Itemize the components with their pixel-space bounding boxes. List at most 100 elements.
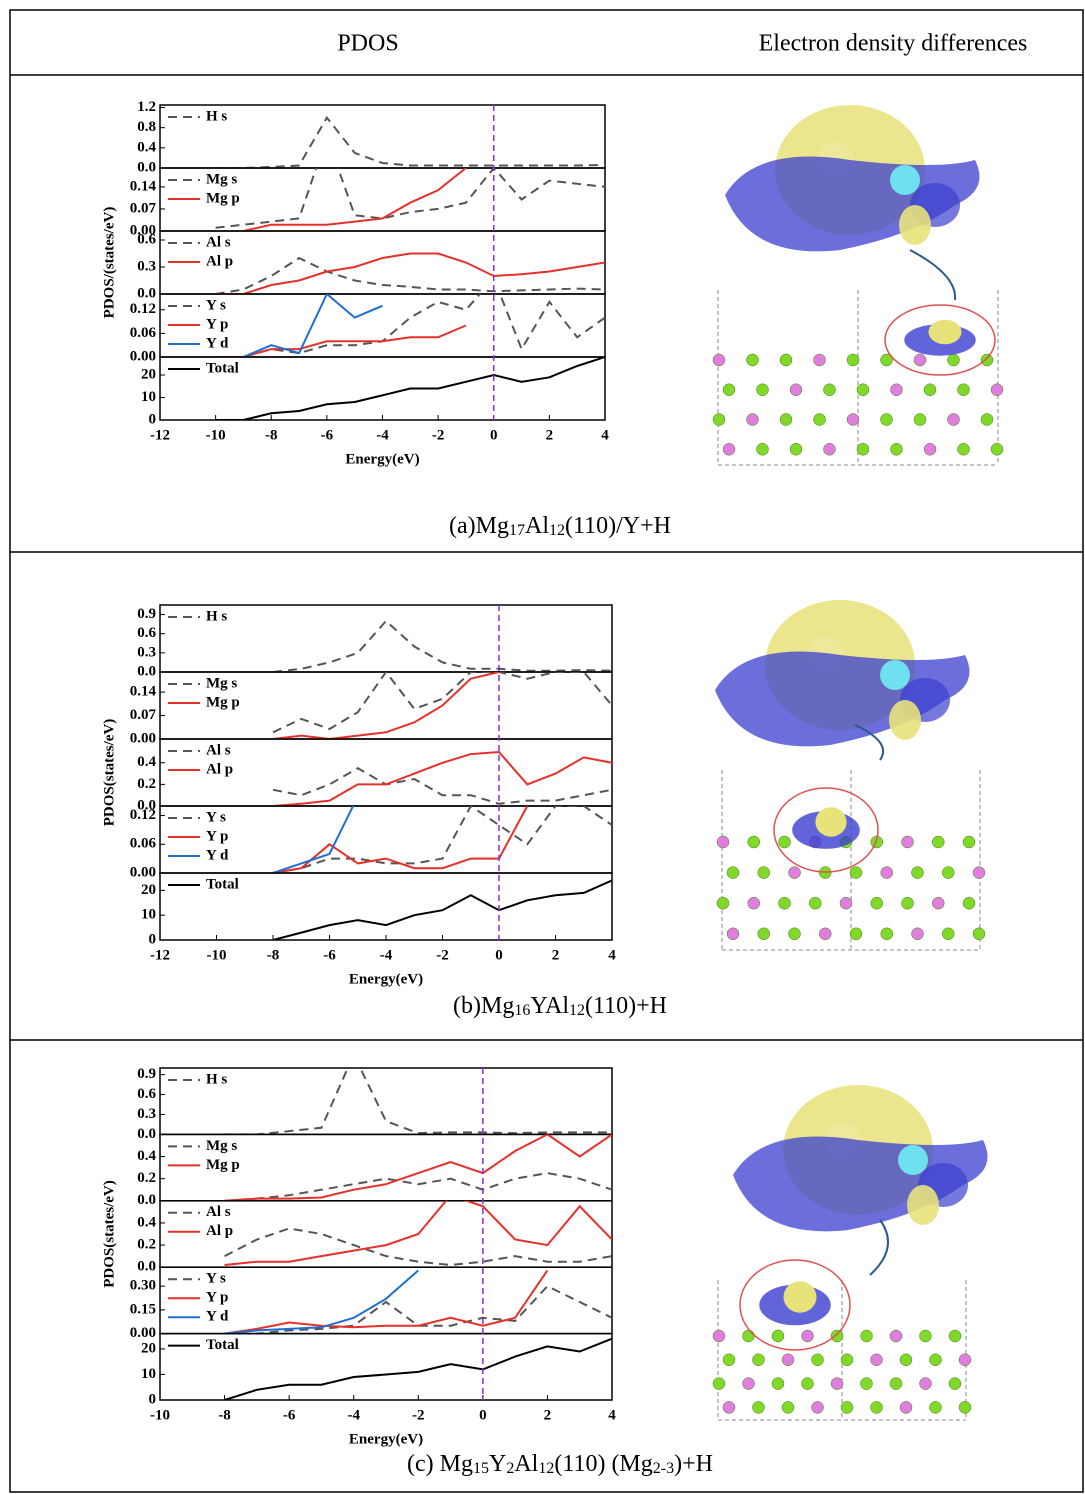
atom — [742, 1329, 755, 1343]
atom — [752, 1401, 765, 1414]
series-line — [272, 806, 529, 873]
legend-label: Al s — [206, 1204, 231, 1220]
legend-label: Y s — [206, 809, 226, 825]
caption: (a)Mg17Al12(110)/Y+H — [449, 513, 671, 539]
atom-y — [880, 660, 910, 690]
atom — [880, 927, 893, 941]
atom — [779, 413, 793, 426]
y-tick-label: 0.06 — [130, 325, 157, 341]
atom — [712, 1377, 726, 1390]
y-tick-label: 0.0 — [137, 797, 156, 813]
y-tick-label: 0.2 — [137, 776, 156, 792]
y-tick-label: 0.06 — [130, 836, 157, 852]
atom — [856, 383, 870, 396]
series-line — [215, 357, 605, 420]
atom — [813, 353, 826, 367]
atom — [870, 1401, 883, 1414]
series-line — [224, 1337, 612, 1400]
atom — [901, 896, 914, 910]
x-tick-label: -2 — [436, 947, 449, 963]
series-line — [243, 294, 383, 357]
legend-label: Y d — [206, 335, 229, 351]
y-tick-label: 0.0 — [137, 159, 156, 175]
atom — [932, 896, 945, 910]
atom — [947, 353, 960, 367]
series-line — [224, 1068, 612, 1135]
atom — [958, 1401, 972, 1414]
atom — [990, 443, 1004, 456]
legend-label: Al s — [206, 742, 231, 758]
atom — [819, 927, 832, 941]
x-tick-label: 4 — [601, 427, 609, 443]
atom — [778, 896, 791, 910]
legend-label: Mg s — [206, 1138, 237, 1154]
atom — [712, 353, 726, 367]
series-line — [272, 806, 612, 873]
x-tick-label: -2 — [412, 1407, 425, 1423]
atom — [840, 1353, 854, 1367]
atom — [929, 1353, 942, 1367]
atom — [840, 1401, 854, 1414]
y-tick-label: 0.6 — [137, 625, 156, 641]
iso-small — [815, 807, 847, 837]
series-line — [272, 879, 612, 940]
table-border — [9, 9, 1084, 1493]
x-tick-label: -8 — [267, 947, 280, 963]
atom — [923, 443, 937, 456]
atom — [716, 896, 730, 910]
iso-lobe — [889, 700, 921, 740]
x-tick-label: 0 — [495, 947, 503, 963]
x-tick-label: 4 — [608, 1407, 616, 1423]
atom — [789, 383, 803, 396]
atom — [846, 413, 860, 426]
atom — [779, 353, 793, 367]
y-tick-label: 0.12 — [130, 301, 156, 317]
legend-label: Total — [206, 876, 239, 892]
atom — [889, 1377, 903, 1390]
y-tick-label: 0.0 — [137, 1259, 156, 1275]
atom — [890, 443, 903, 456]
atom — [726, 927, 740, 941]
x-tick-label: -8 — [265, 427, 278, 443]
y-tick-label: 0.4 — [137, 139, 156, 155]
series-line — [224, 1269, 419, 1334]
atom — [972, 866, 986, 879]
caption-part: 15 — [473, 1460, 489, 1477]
series-line — [215, 168, 605, 229]
caption-part: (110)+H — [585, 993, 667, 1019]
atom — [890, 383, 903, 396]
caption-part: (b)Mg — [453, 993, 514, 1019]
atom — [980, 353, 994, 367]
series-line — [215, 115, 605, 168]
atom — [962, 896, 976, 910]
legend-label: Y s — [206, 1271, 226, 1287]
y-tick-label: 10 — [141, 907, 156, 923]
series-line — [224, 1172, 612, 1201]
y-tick-label: 0.2 — [137, 1170, 156, 1186]
y-tick-label: 0.00 — [130, 864, 156, 880]
y-tick-label: 10 — [141, 1366, 156, 1382]
atom — [911, 927, 924, 941]
atom — [929, 1401, 942, 1414]
atom — [757, 927, 770, 941]
legend-label: Al p — [206, 761, 233, 777]
x-tick-label: -4 — [347, 1407, 360, 1423]
y-tick-label: 0.2 — [137, 1237, 156, 1253]
atom — [823, 383, 836, 396]
atom-y — [890, 165, 920, 195]
atom — [746, 413, 759, 426]
series-line — [272, 619, 612, 672]
caption-part: )+H — [674, 1451, 713, 1477]
series-line — [215, 294, 605, 357]
series-line — [224, 1200, 612, 1266]
atom — [856, 443, 870, 456]
atom — [781, 1401, 795, 1414]
caption-part: 2 — [506, 1460, 514, 1477]
y-tick-label: 0.3 — [137, 644, 156, 660]
y-tick-label: 0.30 — [130, 1278, 156, 1294]
caption-part: (110) (Mg — [554, 1451, 652, 1477]
atom — [942, 866, 955, 879]
legend-label: Y d — [206, 847, 229, 863]
legend-label: Y d — [206, 1309, 229, 1325]
legend-label: Total — [206, 1337, 239, 1353]
